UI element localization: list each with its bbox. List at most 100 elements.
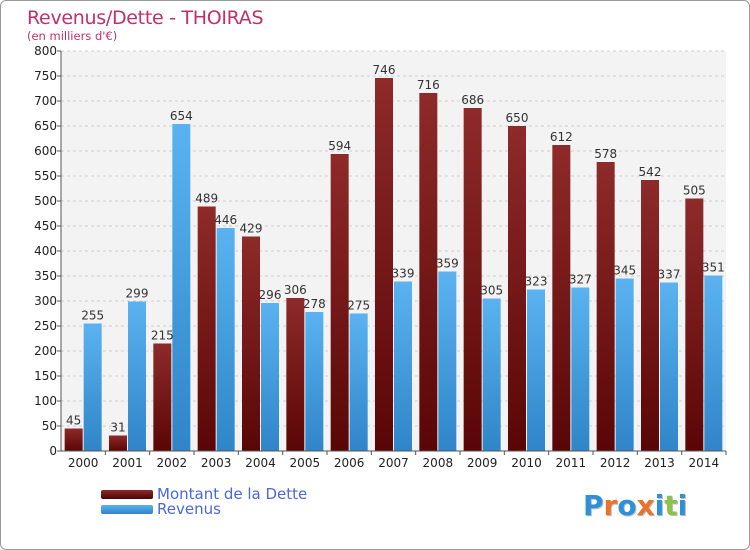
- bar-revenue: [216, 228, 235, 451]
- data-label-revenue: 359: [436, 257, 459, 271]
- bar-debt: [419, 93, 438, 451]
- y-tick-label: 200: [34, 344, 57, 358]
- y-tick-label: 600: [34, 144, 57, 158]
- bar-debt: [153, 343, 172, 451]
- bar-revenue: [482, 298, 501, 451]
- data-label-debt: 429: [240, 222, 263, 236]
- y-tick-label: 550: [34, 169, 57, 183]
- bar-revenue: [527, 289, 545, 451]
- legend-swatch-debt: [101, 490, 153, 499]
- bar-revenue: [349, 313, 368, 451]
- x-tick-label: 2008: [423, 456, 454, 470]
- data-label-debt: 215: [151, 329, 174, 343]
- logo-letter: P: [583, 489, 604, 522]
- x-tick-label: 2012: [600, 456, 631, 470]
- data-label-revenue: 345: [613, 264, 636, 278]
- bar-debt: [685, 198, 704, 451]
- logo-letter: r: [603, 489, 618, 522]
- x-tick-label: 2004: [245, 456, 276, 470]
- x-tick-label: 2002: [157, 456, 188, 470]
- y-tick-label: 750: [34, 69, 57, 83]
- bar-debt: [330, 154, 349, 451]
- data-label-revenue: 351: [702, 261, 725, 275]
- data-label-revenue: 255: [81, 309, 104, 323]
- bar-debt: [552, 145, 571, 451]
- data-label-revenue: 339: [392, 267, 415, 281]
- x-tick-label: 2010: [511, 456, 542, 470]
- x-tick-label: 2003: [201, 456, 232, 470]
- bar-debt: [463, 108, 482, 451]
- bar-revenue: [172, 124, 191, 451]
- data-label-debt: 542: [639, 165, 662, 179]
- data-label-revenue: 296: [259, 288, 282, 302]
- y-tick-label: 0: [49, 444, 57, 458]
- x-tick-label: 2009: [467, 456, 498, 470]
- x-axis: 2000 2001 2002 2003 2004 2005 2006 2007 2008 2009…: [61, 450, 727, 470]
- bars: [64, 78, 723, 451]
- bar-debt: [64, 428, 83, 451]
- data-label-debt: 746: [373, 63, 396, 77]
- data-label-revenue: 446: [214, 213, 237, 227]
- data-label-debt: 650: [506, 111, 529, 125]
- chart-subtitle: (en milliers d'€): [27, 29, 118, 43]
- logo-letter: i: [677, 489, 688, 522]
- x-tick-label: 2013: [644, 456, 675, 470]
- data-label-revenue: 305: [480, 284, 503, 298]
- x-tick-label: 2011: [556, 456, 587, 470]
- y-tick-label: 250: [34, 319, 57, 333]
- data-label-debt: 45: [66, 414, 81, 428]
- bar-revenue: [660, 282, 678, 451]
- data-label-revenue: 337: [658, 268, 681, 282]
- y-axis: 0 50 100 150 200 250 300 350 400 450 500 550 600 650 7…: [34, 44, 62, 458]
- y-tick-label: 300: [34, 294, 57, 308]
- bar-revenue: [571, 287, 590, 451]
- legend-label-debt: Montant de la Dette: [157, 485, 308, 503]
- legend-swatch-revenue: [101, 505, 153, 514]
- y-tick-label: 150: [34, 369, 57, 383]
- gridlines: [61, 50, 726, 452]
- bar-debt: [596, 162, 615, 451]
- bar-revenue: [438, 271, 457, 451]
- y-tick-label: 350: [34, 269, 57, 283]
- x-tick-label: 2007: [378, 456, 409, 470]
- data-label-revenue: 275: [347, 299, 370, 313]
- bar-debt: [641, 180, 659, 451]
- data-label-debt: 612: [550, 130, 573, 144]
- data-label-debt: 594: [328, 139, 351, 153]
- data-label-debt: 306: [284, 283, 307, 297]
- x-tick-label: 2001: [112, 456, 143, 470]
- x-tick-label: 2014: [689, 456, 720, 470]
- x-tick-label: 2005: [290, 456, 321, 470]
- x-tick-label: 2000: [68, 456, 99, 470]
- chart-title: Revenus/Dette - THOIRAS: [27, 7, 264, 29]
- data-label-debt: 489: [195, 192, 218, 206]
- data-label-debt: 505: [683, 184, 706, 198]
- data-label-revenue: 323: [525, 275, 548, 289]
- y-tick-label: 450: [34, 219, 57, 233]
- x-tick-label: 2006: [334, 456, 365, 470]
- y-tick-label: 100: [34, 394, 57, 408]
- data-label-revenue: 327: [569, 273, 592, 287]
- y-tick-label: 500: [34, 194, 57, 208]
- y-tick-label: 700: [34, 94, 57, 108]
- logo-letter: t: [664, 489, 678, 522]
- bar-revenue: [305, 312, 324, 451]
- logo-letter: x: [636, 489, 655, 522]
- data-label-debt: 716: [417, 78, 440, 92]
- bar-revenue: [128, 301, 146, 451]
- proxiti-logo: Proxiti: [583, 489, 687, 522]
- data-label-revenue: 654: [170, 109, 193, 123]
- data-label-debt: 31: [110, 421, 125, 435]
- y-tick-label: 800: [34, 44, 57, 58]
- bar-debt: [197, 206, 216, 451]
- bar-debt: [508, 126, 526, 451]
- data-label-revenue: 299: [126, 287, 149, 301]
- y-tick-label: 50: [42, 419, 57, 433]
- bar-revenue: [261, 303, 279, 451]
- y-tick-label: 400: [34, 244, 57, 258]
- bar-revenue: [83, 323, 102, 451]
- bar-debt: [242, 236, 260, 451]
